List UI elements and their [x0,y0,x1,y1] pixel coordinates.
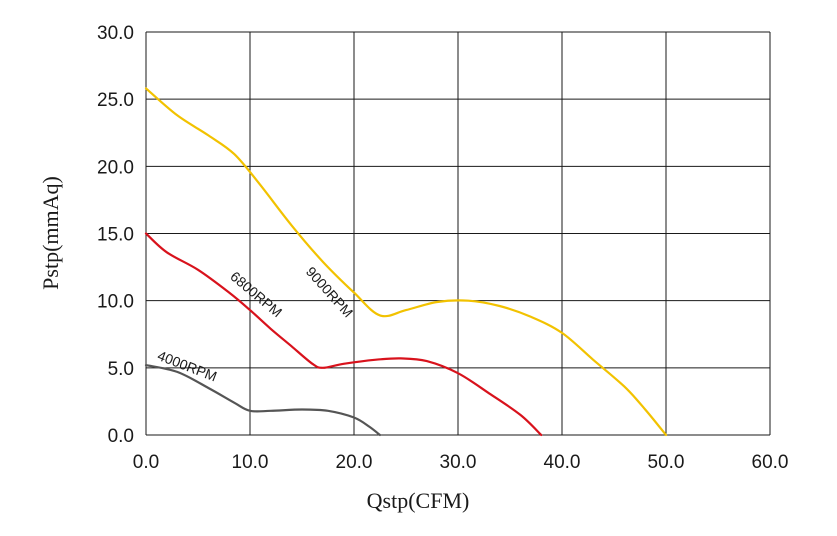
x-axis-title: Qstp(CFM) [367,488,470,513]
x-tick-label: 10.0 [232,452,269,473]
series-line-4000rpm [144,364,382,437]
y-tick-label: 30.0 [97,23,134,44]
x-tick-label: 30.0 [440,452,477,473]
y-tick-label: 20.0 [97,157,134,178]
y-tick-label: 15.0 [97,225,134,246]
x-tick-label: 50.0 [648,452,685,473]
series-line-6800rpm [144,232,543,437]
y-tick-label: 25.0 [97,90,134,111]
y-axis-title: Pstp(mmAq) [38,176,63,290]
series-label-9000rpm: 9000RPM [303,263,357,320]
y-tick-label: 10.0 [97,292,134,313]
x-tick-label: 60.0 [752,452,789,473]
series-lines [144,87,668,437]
x-tick-label: 40.0 [544,452,581,473]
tick-labels: 0.0 10.0 20.0 30.0 40.0 50.0 60.0 0.0 5.0 10.0 15.… [97,23,788,473]
series-line-9000rpm [144,87,668,437]
grid [145,31,771,436]
x-tick-label: 0.0 [133,452,159,473]
series-label-6800rpm: 6800RPM [227,268,285,320]
y-tick-label: 5.0 [108,359,134,380]
series-label-4000rpm: 4000RPM [155,347,219,384]
y-tick-label: 0.0 [108,426,134,447]
x-tick-label: 20.0 [336,452,373,473]
